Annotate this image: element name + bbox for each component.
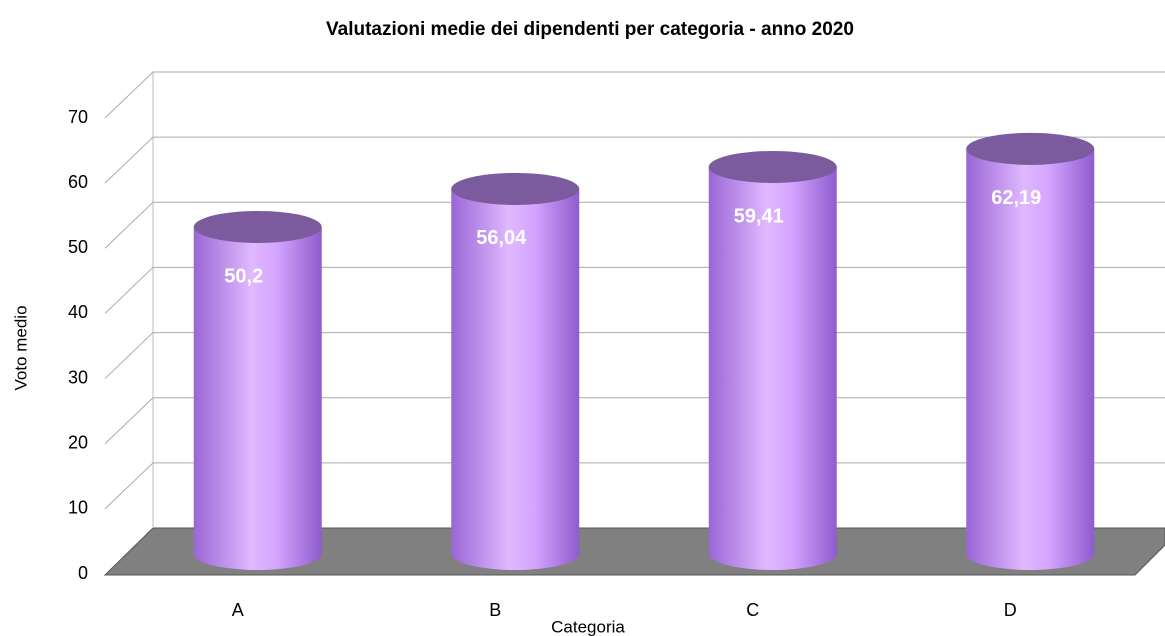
y-tick-label: 20 <box>68 432 88 452</box>
bar-top <box>966 132 1095 165</box>
y-tick-label: 0 <box>78 563 88 583</box>
y-tick-label: 40 <box>68 302 88 322</box>
floor <box>103 527 1165 576</box>
y-tick-label: 10 <box>68 498 88 518</box>
grid-line <box>104 71 1165 119</box>
bar <box>708 166 837 571</box>
bar-top <box>451 172 580 205</box>
x-tick-label: C <box>746 600 759 620</box>
bar <box>193 226 322 571</box>
value-label: 62,19 <box>991 187 1041 209</box>
bar <box>451 188 580 570</box>
bar <box>966 148 1095 570</box>
y-tick-label: 50 <box>68 237 88 257</box>
x-tick-label: A <box>232 600 244 620</box>
x-tick-label: B <box>489 600 501 620</box>
value-label: 50,2 <box>224 265 263 287</box>
grid-line <box>104 136 1165 184</box>
y-tick-label: 70 <box>68 107 88 127</box>
y-tick-label: 60 <box>68 172 88 192</box>
bar-top <box>708 150 837 183</box>
y-axis-label: Voto medio <box>11 305 30 390</box>
x-tick-label: D <box>1004 600 1017 620</box>
x-axis-label: Categoria <box>551 617 625 636</box>
value-label: 56,04 <box>476 227 527 249</box>
value-label: 59,41 <box>734 205 784 227</box>
bar-top <box>193 210 322 243</box>
chart-title: Valutazioni medie dei dipendenti per cat… <box>326 19 854 40</box>
y-tick-label: 30 <box>68 367 88 387</box>
